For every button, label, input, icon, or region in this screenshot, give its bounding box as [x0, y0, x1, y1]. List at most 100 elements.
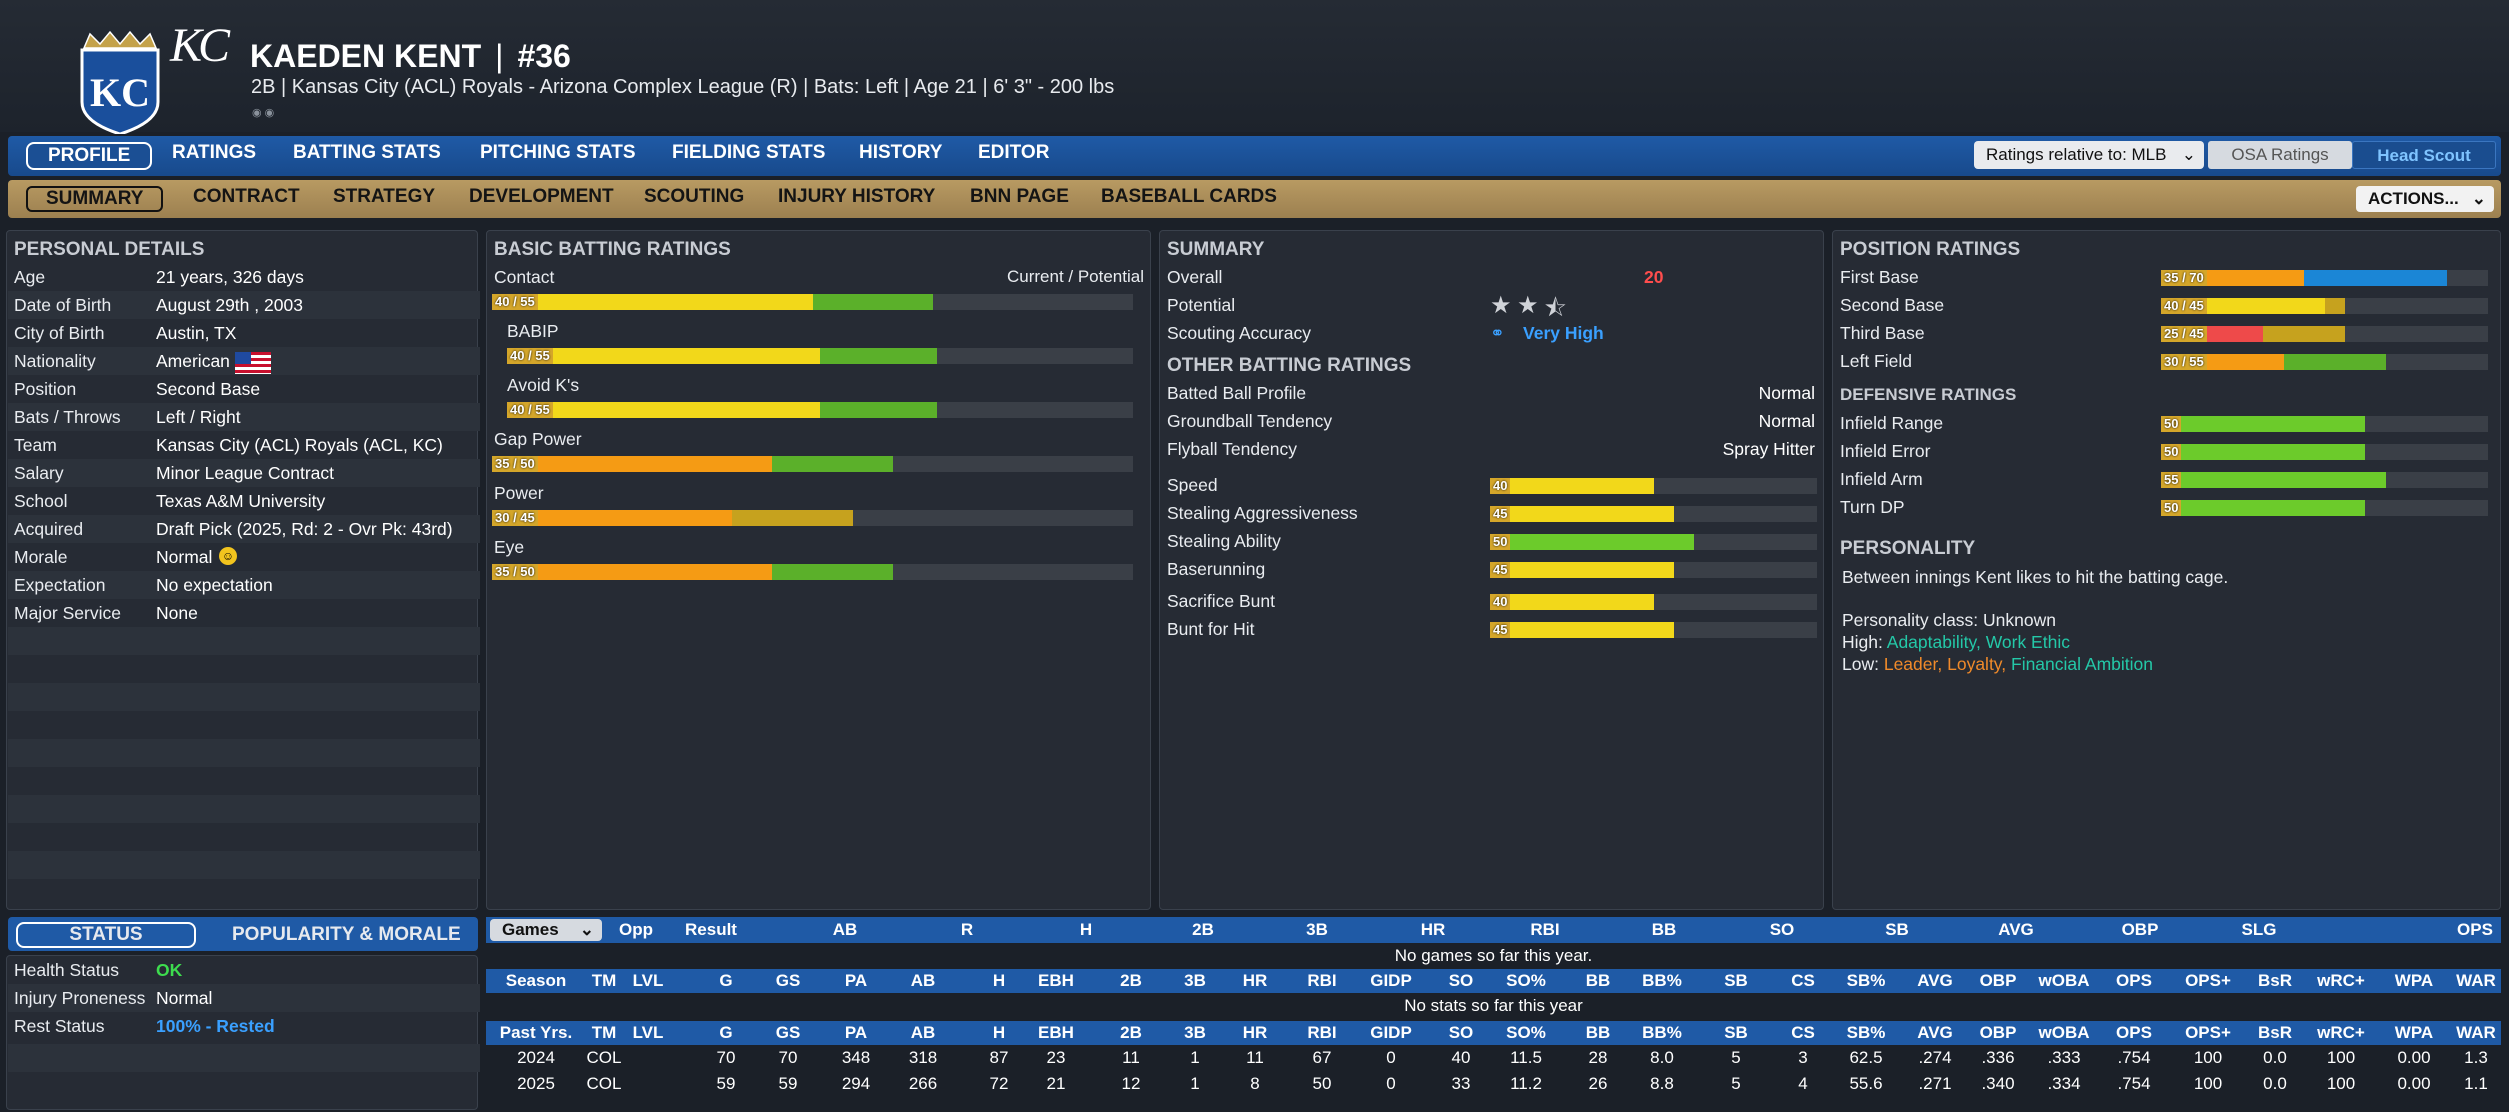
tab-injury-history[interactable]: INJURY HISTORY	[778, 186, 936, 207]
tab-batting-stats[interactable]: BATTING STATS	[293, 142, 441, 163]
actions-dropdown[interactable]: ACTIONS... ⌄	[2356, 186, 2494, 212]
tab-fielding-stats[interactable]: FIELDING STATS	[672, 142, 826, 163]
col-2b: 2B	[1192, 920, 1214, 939]
team-script-logo: KC	[170, 19, 230, 72]
col-bb: BB%	[1642, 1023, 1682, 1042]
games-select[interactable]: Games ⌄	[490, 919, 602, 941]
row-stripe	[8, 683, 480, 711]
col-wpa: WPA	[2394, 971, 2434, 990]
label-school: School	[14, 491, 68, 511]
col-sb: SB	[1724, 971, 1748, 990]
col-gs: GS	[775, 971, 801, 990]
tab-ratings[interactable]: RATINGS	[172, 142, 257, 163]
col-wrc: wRC+	[2317, 971, 2365, 990]
cell-tm: COL	[586, 1074, 622, 1093]
col-lvl: LVL	[632, 971, 664, 990]
bar-sacrifice-bunt-badge: 40	[1490, 594, 1511, 610]
tab-editor[interactable]: EDITOR	[978, 142, 1050, 163]
col-rbi: RBI	[1307, 971, 1337, 990]
cell-wpa: 0.00	[2397, 1048, 2431, 1067]
col-g: G	[719, 971, 733, 990]
position-ratings-title: POSITION RATINGS	[1840, 239, 2021, 260]
bar-left-field-badge: 30 / 55	[2161, 354, 2207, 370]
bar-left-field: 30 / 55	[2161, 354, 2488, 370]
head-scout-button[interactable]: Head Scout	[2352, 141, 2496, 169]
col-3b: 3B	[1184, 1023, 1206, 1042]
col-so: SO%	[1506, 971, 1546, 990]
us-flag-icon	[235, 352, 271, 374]
label-salary: Salary	[14, 463, 64, 483]
row-stripe	[8, 1044, 480, 1072]
bar-eye-badge: 35 / 50	[492, 564, 538, 580]
bar-turn-dp-fill	[2161, 500, 2365, 516]
col-bsr: BsR	[2257, 971, 2292, 990]
col-lvl: LVL	[632, 1023, 664, 1042]
summary-title: SUMMARY	[1167, 239, 1265, 260]
tab-profile[interactable]: PROFILE	[26, 142, 153, 170]
col-bb: BB	[1585, 1023, 1611, 1042]
label-third-base: Third Base	[1840, 323, 1925, 343]
bar-stealing-aggressiveness-fill	[1490, 506, 1674, 522]
trait-leader: Leader,	[1883, 654, 1943, 674]
tab-history[interactable]: HISTORY	[859, 142, 943, 163]
high-label: High:	[1842, 632, 1883, 652]
tab-scouting[interactable]: SCOUTING	[644, 186, 745, 207]
cell-bsr: 0.0	[2263, 1074, 2287, 1093]
tab-strategy[interactable]: STRATEGY	[333, 186, 436, 207]
label-team: Team	[14, 435, 57, 455]
status-tabs: STATUS POPULARITY & MORALE	[8, 917, 478, 951]
col-so: SO	[1448, 971, 1474, 990]
tab-pitching-stats[interactable]: PITCHING STATS	[480, 142, 636, 163]
tab-status[interactable]: STATUS	[16, 922, 196, 948]
cell-2b: 12	[1121, 1074, 1141, 1093]
bar-infield-error-badge: 50	[2161, 444, 2182, 460]
label-expectation: Expectation	[14, 575, 106, 595]
cell-ops: 100	[2193, 1074, 2223, 1093]
table-row: 2024 COL 70 70 348 318 87 23 11 1 11 67 0 40 11.5 28 8.0…	[486, 1045, 2501, 1071]
trait-adaptability: Adaptability,	[1886, 632, 1981, 652]
season-empty: No stats so far this year	[1404, 996, 1583, 1015]
col-so: SO%	[1506, 1023, 1546, 1042]
bar-power: 30 / 45	[492, 510, 1133, 526]
label-infield-error: Infield Error	[1840, 441, 1931, 461]
label-first-base: First Base	[1840, 267, 1919, 287]
col-avg: AVG	[1917, 1023, 1953, 1042]
personal-details-title: PERSONAL DETAILS	[14, 239, 205, 260]
player-flags[interactable]: ◉◉	[252, 107, 278, 119]
tab-baseball-cards[interactable]: BASEBALL CARDS	[1101, 186, 1277, 207]
player-name-line: KAEDEN KENT | #36	[250, 38, 571, 75]
label-infield-arm: Infield Arm	[1840, 469, 1923, 489]
col-bb: BB%	[1642, 971, 1682, 990]
row-stripe	[8, 739, 480, 767]
cell-woba: .333	[2047, 1048, 2081, 1067]
bar-stealing-ability-fill	[1490, 534, 1694, 550]
tab-summary[interactable]: SUMMARY	[26, 186, 164, 212]
col-2b: 2B	[1120, 1023, 1142, 1042]
tab-popularity-morale[interactable]: POPULARITY & MORALE	[232, 924, 461, 945]
ratings-relative-select[interactable]: Ratings relative to: MLB ⌄	[1974, 141, 2204, 169]
cell-ebh: 21	[1046, 1074, 1066, 1093]
col-gs: GS	[775, 1023, 801, 1042]
cell-gidp: 0	[1386, 1074, 1396, 1093]
col-war: WAR	[2456, 971, 2496, 990]
tab-contract[interactable]: CONTRACT	[193, 186, 300, 207]
chevron-down-icon: ⌄	[579, 920, 594, 939]
tab-bnn-page[interactable]: BNN PAGE	[970, 186, 1069, 207]
scouting-accuracy-value: Very High	[1523, 323, 1604, 343]
osa-ratings-button[interactable]: OSA Ratings	[2208, 141, 2352, 169]
label-baserunning: Baserunning	[1167, 559, 1266, 579]
col-ops: OPS	[2457, 920, 2493, 939]
col-sb: SB	[1724, 1023, 1748, 1042]
bar-bunt-for-hit: 45	[1490, 622, 1817, 638]
bar-second-base-badge: 40 / 45	[2161, 298, 2207, 314]
value-health-status: OK	[156, 960, 183, 980]
main-tabs: PROFILE RATINGS BATTING STATS PITCHING S…	[8, 136, 2501, 176]
value-expectation: No expectation	[156, 575, 273, 595]
col-rbi: RBI	[1530, 920, 1560, 939]
cell-hr: 11	[1246, 1048, 1264, 1067]
position-ratings-panel: POSITION RATINGS First Base 35 / 70 Second…	[1832, 230, 2501, 910]
cell-bb: 26	[1588, 1074, 1608, 1093]
tab-development[interactable]: DEVELOPMENT	[469, 186, 614, 207]
col-ops: OPS+	[2185, 1023, 2231, 1042]
cell-gs: 59	[778, 1074, 798, 1093]
